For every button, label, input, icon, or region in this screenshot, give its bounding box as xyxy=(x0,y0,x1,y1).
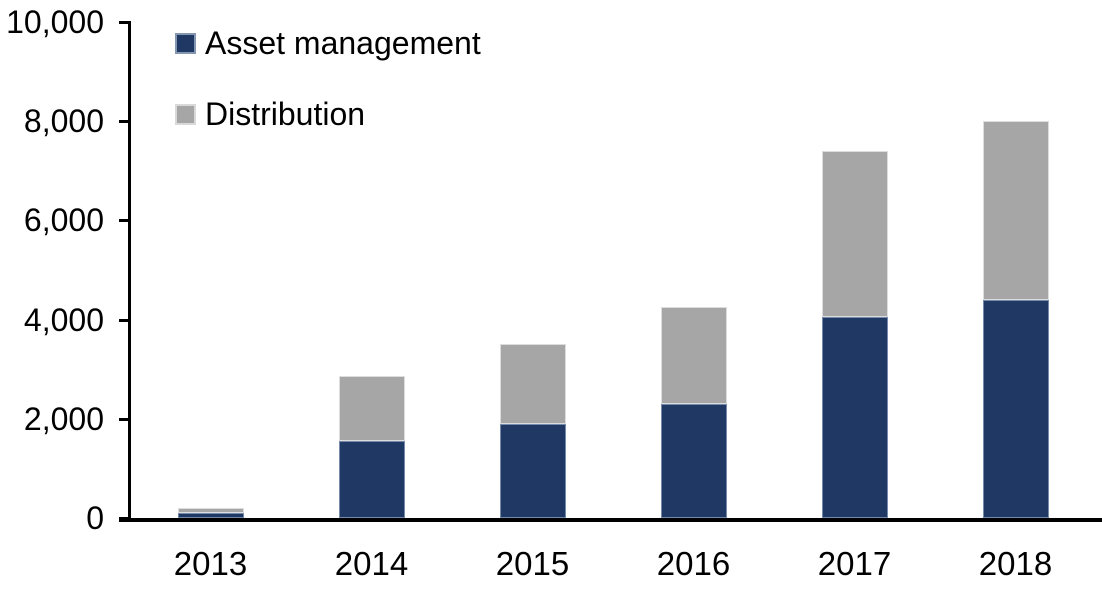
x-tick-label-2018: 2018 xyxy=(978,545,1053,582)
legend-swatch-distribution xyxy=(175,103,196,125)
legend-label-distribution: Distribution xyxy=(205,96,366,132)
bar-2014-asset-management xyxy=(338,441,405,518)
bar-2013-asset-management xyxy=(177,513,244,518)
y-tick-label-6000: 6,000 xyxy=(23,202,104,239)
bar-2017-distribution xyxy=(821,150,888,318)
y-tick-label-4000: 4,000 xyxy=(23,301,104,338)
x-tick-label-2013: 2013 xyxy=(173,545,248,582)
bar-2018-distribution xyxy=(982,121,1049,300)
y-tick-label-2000: 2,000 xyxy=(23,400,104,437)
bar-2017-asset-management xyxy=(821,317,888,518)
bar-2016-distribution xyxy=(660,307,727,404)
y-tick-4000 xyxy=(119,318,129,322)
y-tick-8000 xyxy=(119,120,129,124)
legend-swatch-asset-management xyxy=(175,32,196,54)
x-axis-line xyxy=(119,518,1102,522)
bar-2015-asset-management xyxy=(499,423,566,518)
y-tick-2000 xyxy=(119,417,129,421)
x-tick-label-2017: 2017 xyxy=(817,545,892,582)
x-tick-label-2016: 2016 xyxy=(656,545,731,582)
y-tick-label-0: 0 xyxy=(86,500,104,536)
legend-label-asset-management: Asset management xyxy=(205,25,481,61)
y-tick-label-10000: 10,000 xyxy=(6,4,104,40)
y-axis-line xyxy=(128,21,131,521)
bar-2014-distribution xyxy=(338,375,405,442)
y-tick-label-8000: 8,000 xyxy=(23,103,104,140)
bar-2016-asset-management xyxy=(660,403,727,518)
bar-2015-distribution xyxy=(499,344,566,424)
y-tick-10000 xyxy=(119,21,129,24)
legend-item-asset-management: Asset management xyxy=(175,26,481,60)
y-tick-0 xyxy=(119,517,129,520)
y-tick-6000 xyxy=(119,219,129,223)
x-tick-label-2015: 2015 xyxy=(495,545,570,582)
legend-item-distribution: Distribution xyxy=(175,97,365,131)
bar-2013-distribution xyxy=(177,508,244,514)
x-tick-label-2014: 2014 xyxy=(334,545,409,582)
bar-2018-asset-management xyxy=(982,299,1049,518)
